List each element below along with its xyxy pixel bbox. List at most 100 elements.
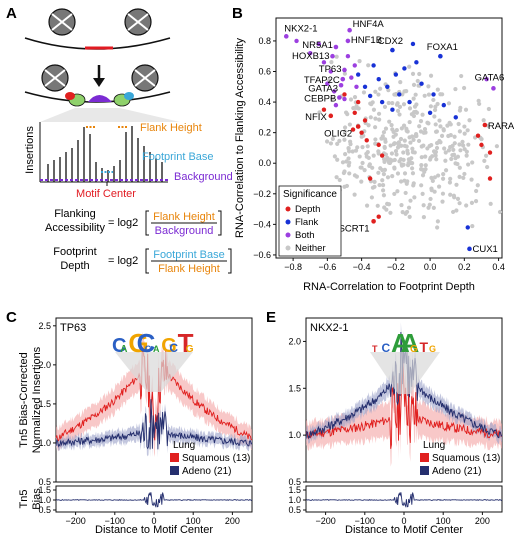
- scatter-point-neither: [401, 150, 406, 155]
- scatter-point-neither: [474, 188, 479, 194]
- scatter-point-neither: [398, 179, 404, 184]
- scatter-point-neither: [386, 202, 392, 207]
- scatter-point-neither: [370, 165, 375, 170]
- scatter-point-neither: [404, 181, 409, 186]
- scatter-point-neither: [461, 85, 467, 91]
- scatter-point-neither: [399, 143, 404, 148]
- scatter-point-neither: [414, 133, 419, 139]
- y-tick-label: 1.5: [288, 383, 301, 393]
- scatter-point-neither: [410, 161, 415, 166]
- scatter-point-neither: [453, 86, 458, 92]
- scatter-point-neither: [345, 111, 350, 117]
- scatter-point-neither: [452, 141, 457, 146]
- scatter-point-neither: [384, 207, 389, 212]
- scatter-point-both: [342, 67, 347, 73]
- scatter-point-neither: [455, 196, 461, 201]
- y-tick-label: 1.0: [38, 438, 51, 448]
- scatter-point-neither: [456, 121, 461, 127]
- scatter-point-neither: [373, 141, 378, 146]
- bias-y-tick-label: 0.5: [288, 505, 301, 515]
- scatter-point-neither: [469, 200, 475, 205]
- scatter-points: [283, 27, 503, 252]
- eq1-lhs-line1: Flanking: [54, 208, 96, 220]
- scatter-point-label: NFIX: [305, 112, 327, 123]
- scatter-y-ticks: −0.6 −0.4 −0.2 0.0 0.2 0.4 0.6 0.8: [253, 36, 276, 260]
- scatter-point-neither: [462, 131, 467, 136]
- scatter-point-neither: [432, 107, 438, 113]
- scatter-point-neither: [387, 119, 392, 124]
- scatter-point-neither: [443, 150, 448, 155]
- scatter-point-both: [354, 84, 359, 89]
- scatter-point-neither: [451, 209, 456, 215]
- scatter-point-flank: [362, 84, 368, 89]
- scatter-frame: [275, 17, 503, 259]
- scatter-point-neither: [412, 104, 418, 109]
- bracket-left: [145, 248, 149, 274]
- scatter-point-neither: [337, 138, 342, 143]
- scatter-point-neither: [343, 152, 348, 157]
- scatter-point-neither: [452, 134, 457, 139]
- scatter-point-neither: [395, 108, 401, 113]
- scatter-point-neither: [423, 167, 428, 172]
- legend-item-depth: Depth: [295, 204, 320, 215]
- scatter-point-neither: [330, 136, 335, 141]
- scatter-point-flank: [379, 99, 385, 105]
- motif-logo-letter: C: [112, 335, 126, 357]
- scatter-point-neither: [464, 153, 469, 158]
- zoom-wedge: [40, 108, 180, 122]
- panel-e: E 0.51.01.52.0 0.51.01.5 −200 −100 0 100 200…: [266, 309, 503, 536]
- scatter-point-neither: [348, 97, 354, 102]
- scatter-point-neither: [360, 145, 365, 150]
- scatter-point-neither: [391, 141, 396, 147]
- bias-y-ticks-e: 0.51.01.5: [288, 485, 306, 515]
- x-tick-label: 0: [401, 516, 406, 526]
- eq1-numerator: Flank Height: [153, 211, 215, 223]
- scatter-point-neither: [369, 195, 374, 200]
- scatter-point-both: [338, 82, 344, 88]
- scatter-point-neither: [407, 214, 412, 219]
- scatter-point-neither: [373, 116, 378, 121]
- scatter-point-neither: [392, 166, 397, 171]
- scatter-point-neither: [434, 129, 440, 134]
- scatter-point-flank: [419, 81, 424, 86]
- scatter-point-neither: [440, 92, 445, 97]
- scatter-point-both: [347, 27, 352, 33]
- scatter-point-flank: [441, 102, 446, 108]
- y-tick-label: 1.0: [288, 430, 301, 440]
- scatter-point-label: CUX1: [472, 244, 497, 255]
- scatter-point-flank: [376, 76, 381, 82]
- scatter-point-neither: [370, 185, 376, 190]
- scatter-point-neither: [334, 175, 339, 180]
- scatter-point-neither: [417, 71, 422, 77]
- scatter-point-neither: [435, 87, 440, 92]
- eq2-lhs-line1: Footprint: [53, 246, 96, 258]
- scatter-point-neither: [410, 146, 415, 151]
- eq2-numerator: Footprint Base: [153, 249, 225, 261]
- legend-swatch-adeno-c: [170, 466, 179, 475]
- motif-logo-letter: G: [429, 344, 436, 354]
- scatter-point-neither: [348, 142, 353, 147]
- y-tick-label: 2.0: [38, 360, 51, 370]
- scatter-point-depth: [371, 219, 376, 224]
- scatter-point-neither: [407, 106, 413, 111]
- scatter-point-neither: [434, 145, 440, 151]
- eq1-log2: = log2: [108, 217, 138, 229]
- scatter-point-flank: [402, 66, 407, 71]
- legend-swatch-adeno-e: [420, 466, 429, 475]
- scatter-point-neither: [421, 203, 426, 208]
- scatter-point-neither: [435, 219, 440, 224]
- x-tick-label: −0.4: [353, 262, 371, 272]
- nucleosome-icon: [48, 8, 76, 36]
- scatter-point-neither: [458, 148, 463, 153]
- scatter-point-neither: [469, 177, 474, 182]
- scatter-point-both: [345, 54, 351, 59]
- scatter-point-neither: [463, 107, 469, 112]
- scatter-point-neither: [464, 203, 469, 208]
- scatter-legend: Significance Depth Flank Both Neither: [278, 185, 342, 257]
- motif-logo-letter: C: [382, 341, 391, 355]
- scatter-point-neither: [457, 201, 462, 206]
- scatter-point-neither: [383, 137, 388, 142]
- scatter-point-both: [325, 81, 330, 86]
- scatter-point-neither: [342, 137, 347, 142]
